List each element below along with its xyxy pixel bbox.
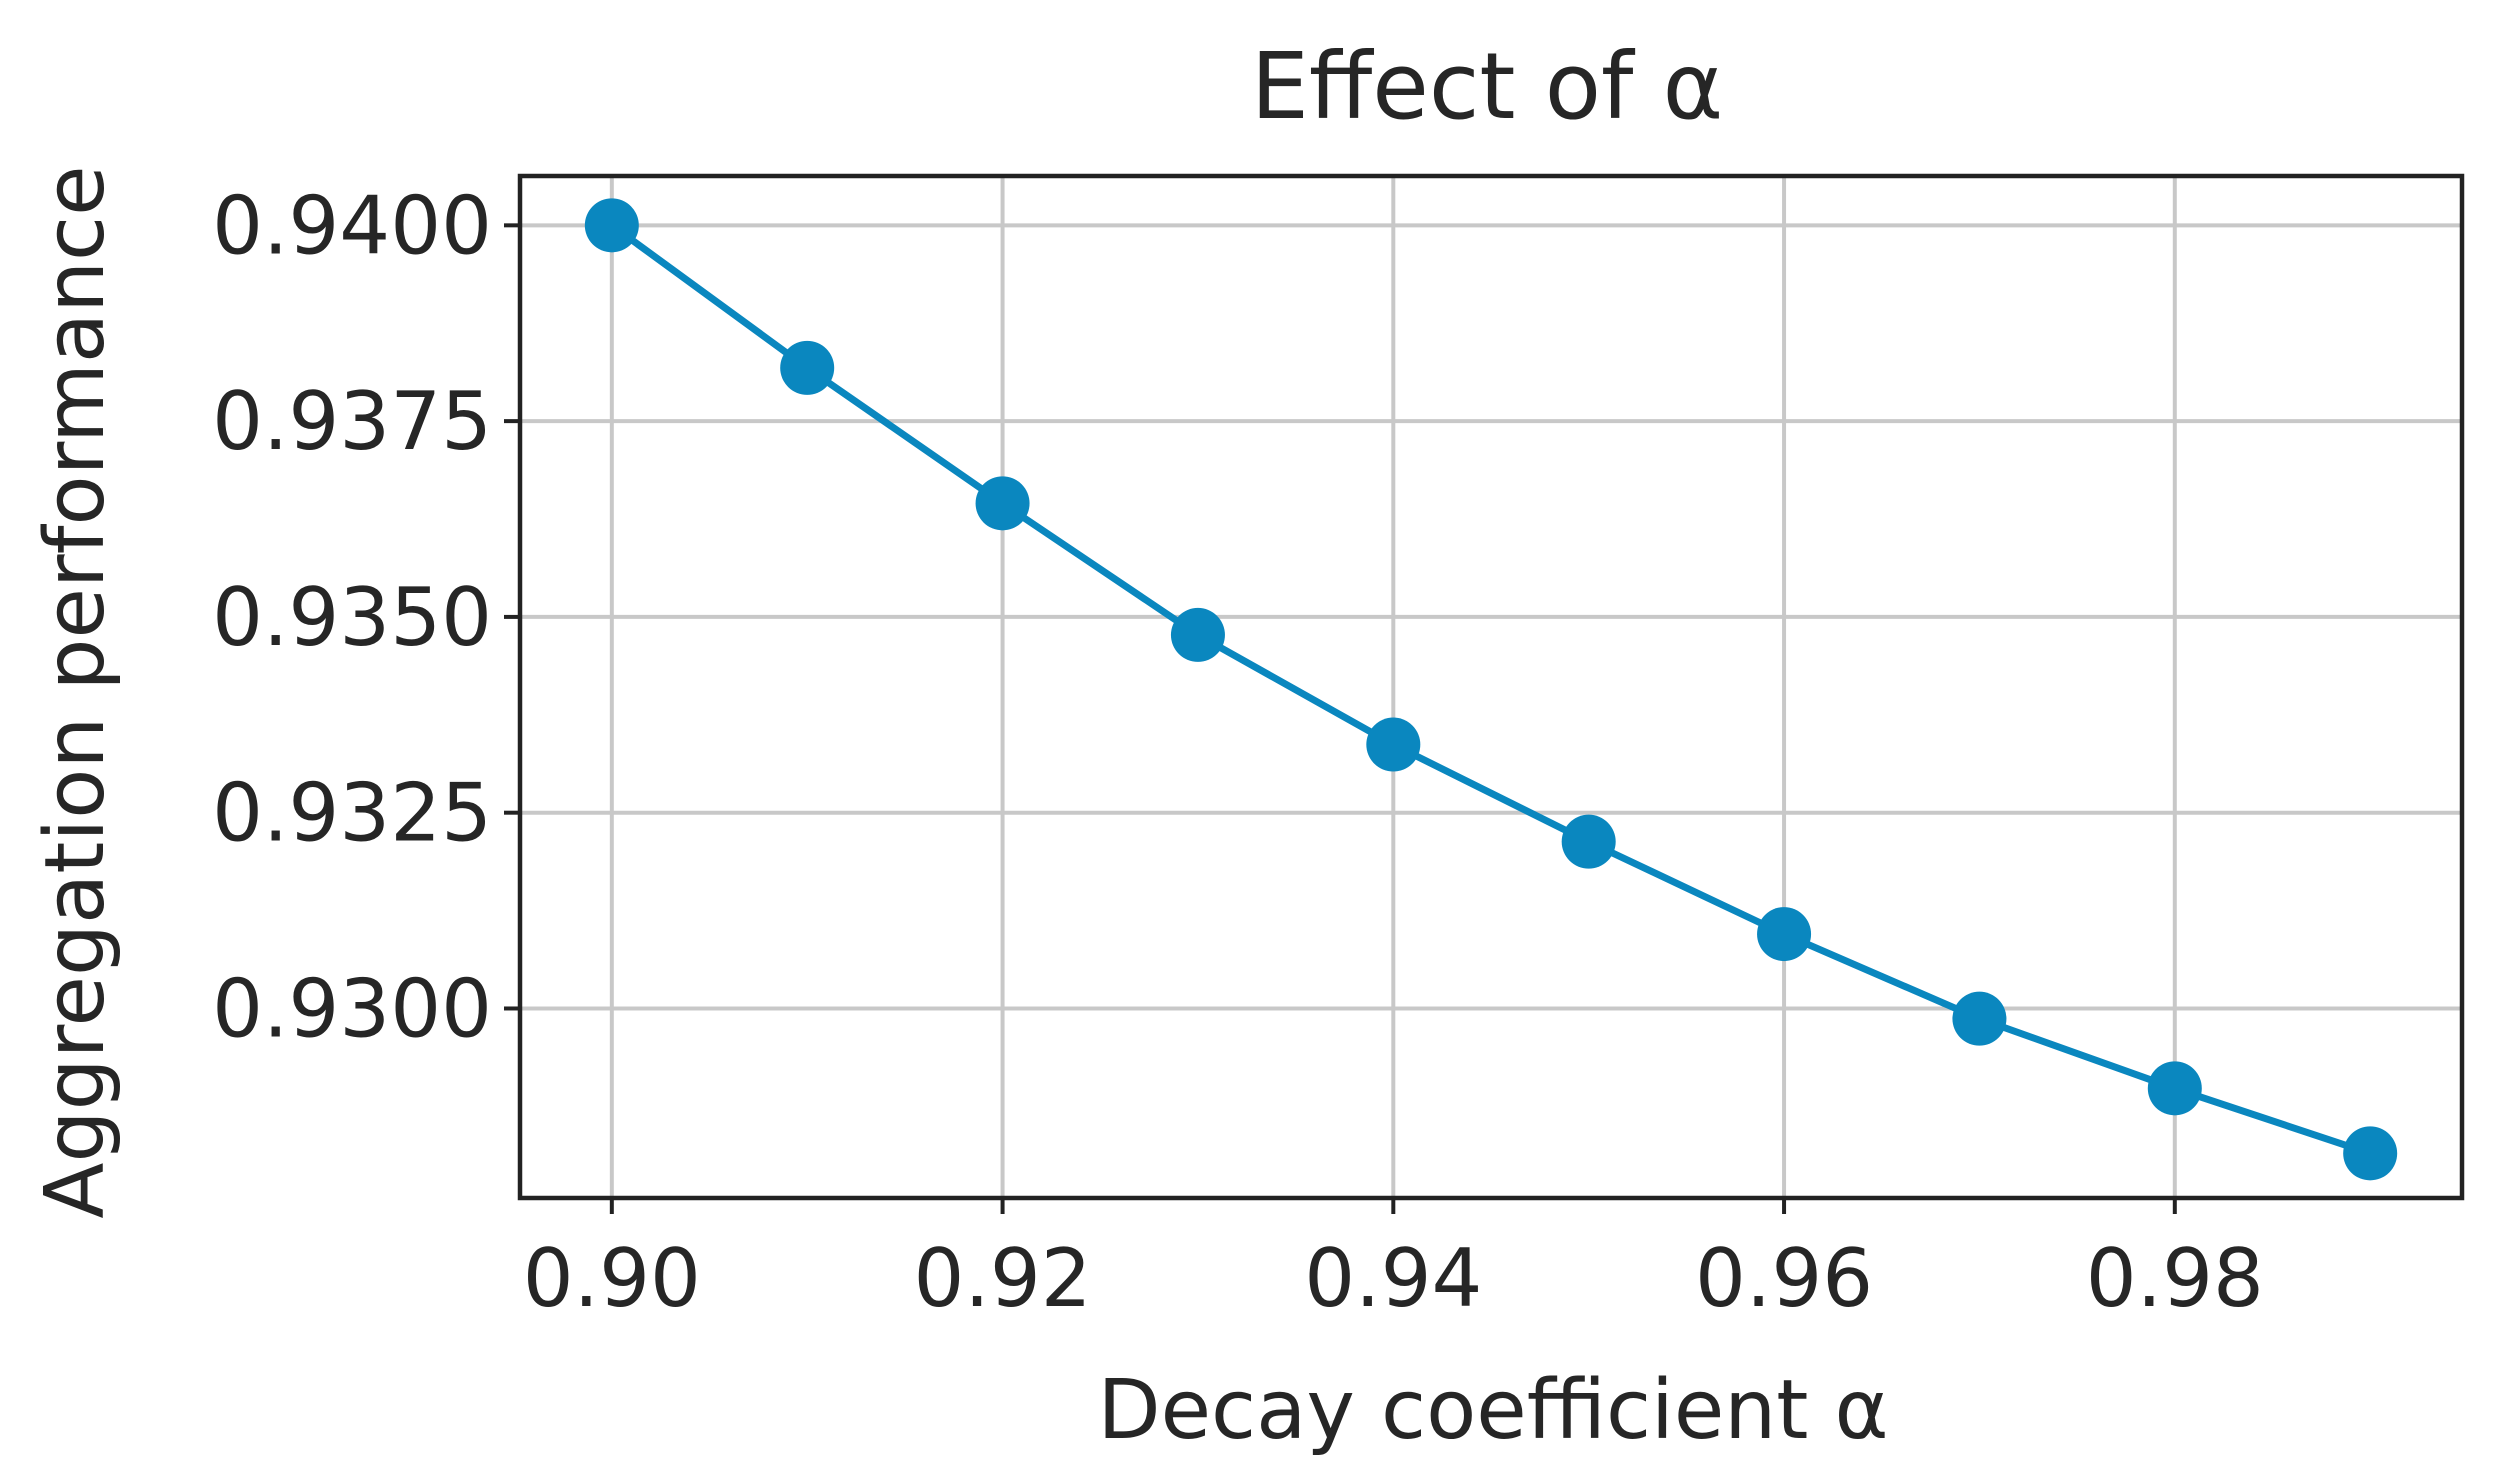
x-tick-label: 0.96 bbox=[1695, 1232, 1873, 1325]
x-tick-label: 0.92 bbox=[914, 1232, 1092, 1325]
y-tick-label: 0.9400 bbox=[212, 179, 492, 272]
data-series bbox=[584, 198, 2398, 1181]
grid-lines bbox=[520, 176, 2462, 1198]
data-point bbox=[2343, 1126, 2398, 1181]
y-axis-label: Aggregation performance bbox=[28, 165, 123, 1218]
y-tick-label: 0.9325 bbox=[212, 767, 492, 860]
axis-ticks: 0.90 0.92 0.94 0.96 0.98 0.9300 0.9325 0.9350 0.… bbox=[212, 179, 2264, 1325]
y-tick-label: 0.9350 bbox=[212, 571, 492, 664]
data-point bbox=[2147, 1061, 2202, 1116]
data-point bbox=[975, 476, 1030, 531]
x-tick-label: 0.98 bbox=[2086, 1232, 2264, 1325]
data-point bbox=[780, 340, 835, 395]
y-tick-label: 0.9375 bbox=[212, 375, 492, 468]
data-point bbox=[1366, 717, 1421, 772]
data-point bbox=[1170, 607, 1225, 662]
data-point bbox=[584, 198, 639, 253]
chart-title: Effect of α bbox=[1251, 33, 1724, 140]
y-tick-label: 0.9300 bbox=[212, 962, 492, 1055]
x-tick-label: 0.94 bbox=[1304, 1232, 1482, 1325]
plot-area-frame bbox=[517, 173, 2465, 1201]
data-point bbox=[1952, 991, 2007, 1046]
data-point bbox=[1757, 907, 1812, 962]
series-line bbox=[609, 222, 2372, 1157]
data-point bbox=[1561, 814, 1616, 869]
x-tick-label: 0.90 bbox=[523, 1232, 701, 1325]
x-axis-label: Decay coefficient α bbox=[1097, 1363, 1888, 1458]
